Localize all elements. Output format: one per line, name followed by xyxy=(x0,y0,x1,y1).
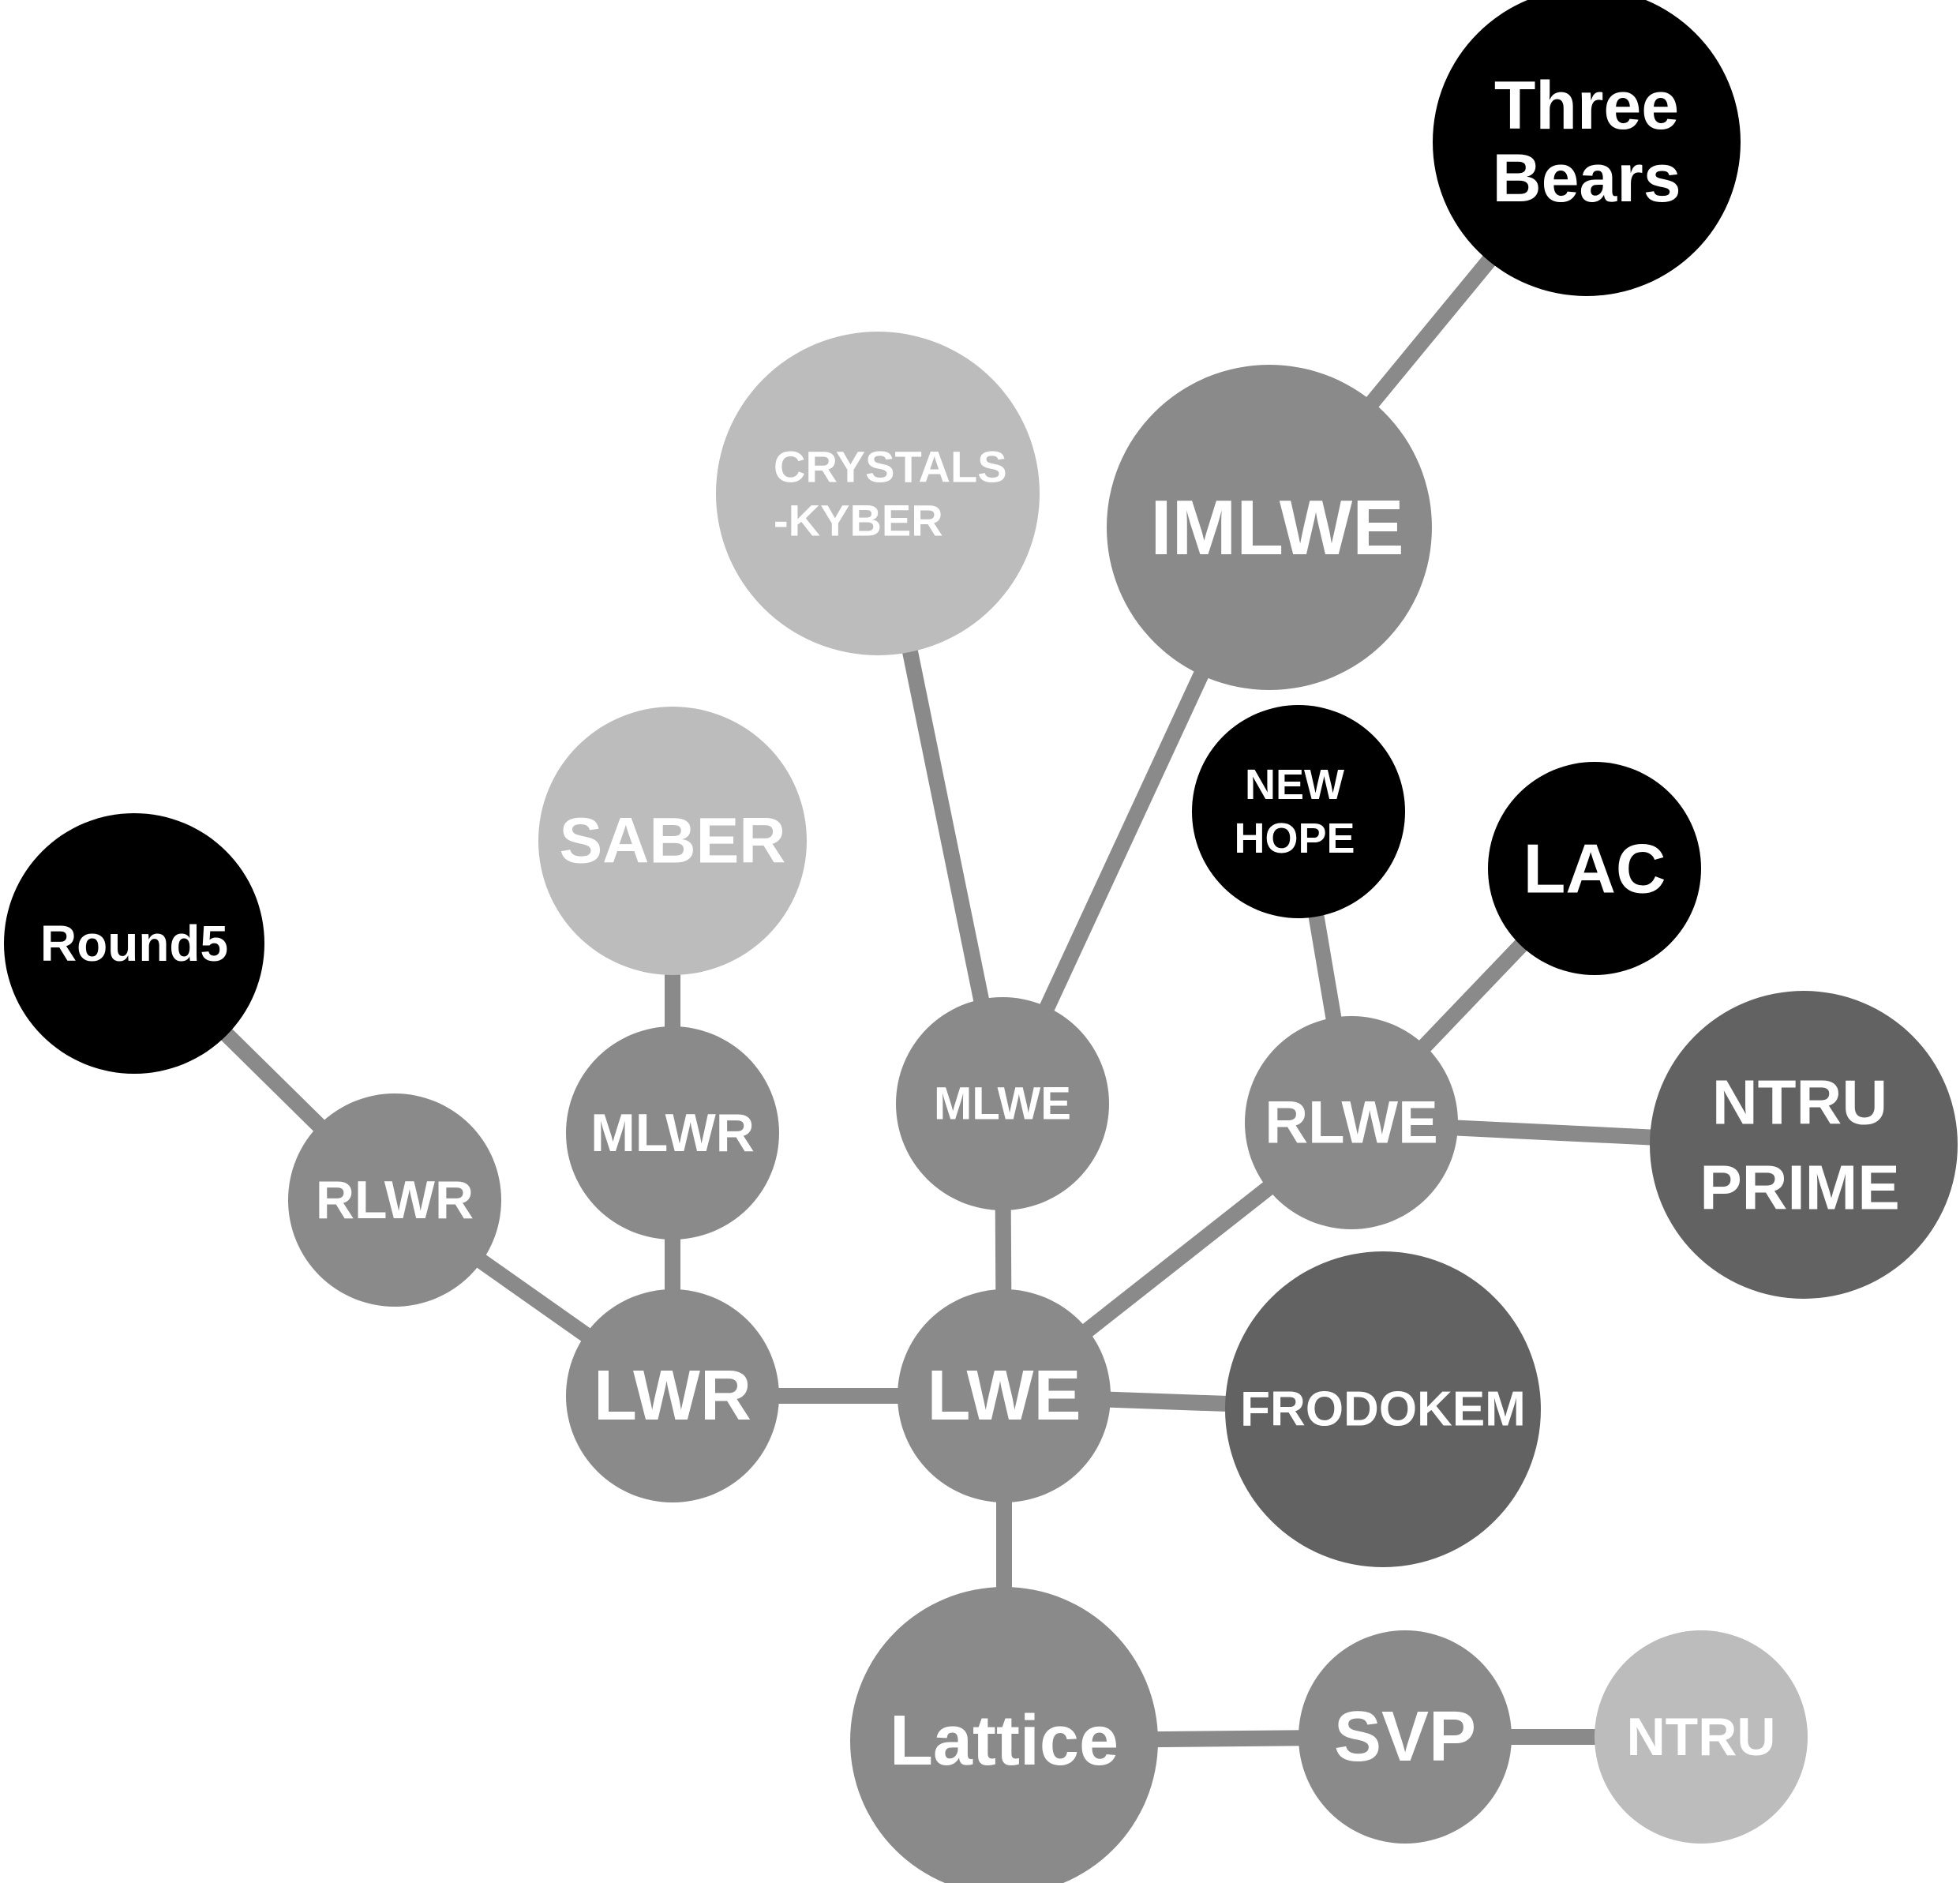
node-rlwe: RLWE xyxy=(1245,1016,1458,1229)
node-label-mlwr-1: MLWR xyxy=(590,1103,755,1163)
node-label-frodokem-1: FRODOKEM xyxy=(1240,1382,1526,1437)
node-label-lac-1: LAC xyxy=(1523,830,1666,908)
node-ntru-prime: NTRU PRIME xyxy=(1650,991,1958,1299)
node-label-three-bears-1: Three xyxy=(1494,68,1679,144)
node-frodokem: FRODOKEM xyxy=(1225,1251,1541,1567)
node-circle-new-hope xyxy=(1192,705,1405,918)
node-circle-lwr xyxy=(566,1289,779,1502)
node-label-new-hope-1: NEW xyxy=(1245,761,1344,808)
node-label-svp-1: SVP xyxy=(1334,1697,1476,1776)
node-circle-ntru xyxy=(1595,1630,1808,1844)
node-label-imlwe-1: IMLWE xyxy=(1150,484,1403,571)
node-imlwe: IMLWE xyxy=(1107,365,1432,690)
node-circle-rlwe xyxy=(1245,1016,1458,1229)
node-label-three-bears-2: Bears xyxy=(1492,141,1681,216)
node-label-round5-1: Round5 xyxy=(40,915,228,972)
node-circle-saber xyxy=(538,707,807,975)
node-lac: LAC xyxy=(1488,762,1701,975)
node-circle-mlwe xyxy=(896,997,1109,1210)
node-circle-ntru-prime xyxy=(1650,991,1958,1299)
node-lwe: LWE xyxy=(898,1289,1111,1502)
node-label-rlwe-1: RLWE xyxy=(1265,1090,1438,1157)
node-circle-imlwe xyxy=(1107,365,1432,690)
node-label-lattice-1: Lattice xyxy=(890,1701,1119,1780)
node-saber: SABER xyxy=(538,707,807,975)
node-new-hope: NEW HOPE xyxy=(1192,705,1405,918)
node-svp: SVP xyxy=(1299,1630,1512,1844)
node-label-ntru-1: NTRU xyxy=(1627,1707,1776,1767)
node-circle-frodokem xyxy=(1225,1251,1541,1567)
node-label-rlwr-1: RLWR xyxy=(316,1170,474,1230)
node-lwr: LWR xyxy=(566,1289,779,1502)
node-rlwr: RLWR xyxy=(288,1093,501,1307)
node-circle-lwe xyxy=(898,1289,1111,1502)
node-circle-rlwr xyxy=(288,1093,501,1307)
node-label-new-hope-2: HOPE xyxy=(1234,815,1355,862)
node-label-crystals-kyber-1: CRYSTALS xyxy=(774,442,1007,492)
node-lattice: Lattice xyxy=(850,1587,1158,1883)
node-circle-round5 xyxy=(4,813,264,1074)
node-label-lwe-1: LWE xyxy=(928,1356,1081,1435)
node-ntru: NTRU xyxy=(1595,1630,1808,1844)
node-circle-mlwr xyxy=(566,1026,779,1240)
node-circle-svp xyxy=(1299,1630,1512,1844)
node-mlwe: MLWE xyxy=(896,997,1109,1210)
node-label-ntru-prime-1: NTRU xyxy=(1712,1067,1887,1138)
node-circle-lattice xyxy=(850,1587,1158,1883)
node-circle-three-bears xyxy=(1433,0,1741,296)
node-label-crystals-kyber-2: -KYBER xyxy=(774,496,943,546)
node-label-mlwe-1: MLWE xyxy=(934,1078,1071,1130)
node-circle-lac xyxy=(1488,762,1701,975)
node-mlwr: MLWR xyxy=(566,1026,779,1240)
node-round5: Round5 xyxy=(4,813,264,1074)
node-label-ntru-prime-2: PRIME xyxy=(1700,1153,1899,1223)
node-crystals-kyber: CRYSTALS-KYBER xyxy=(716,332,1040,655)
node-label-lwr-1: LWR xyxy=(594,1356,751,1435)
node-circle-crystals-kyber xyxy=(716,332,1040,655)
node-label-saber-1: SABER xyxy=(559,805,785,877)
